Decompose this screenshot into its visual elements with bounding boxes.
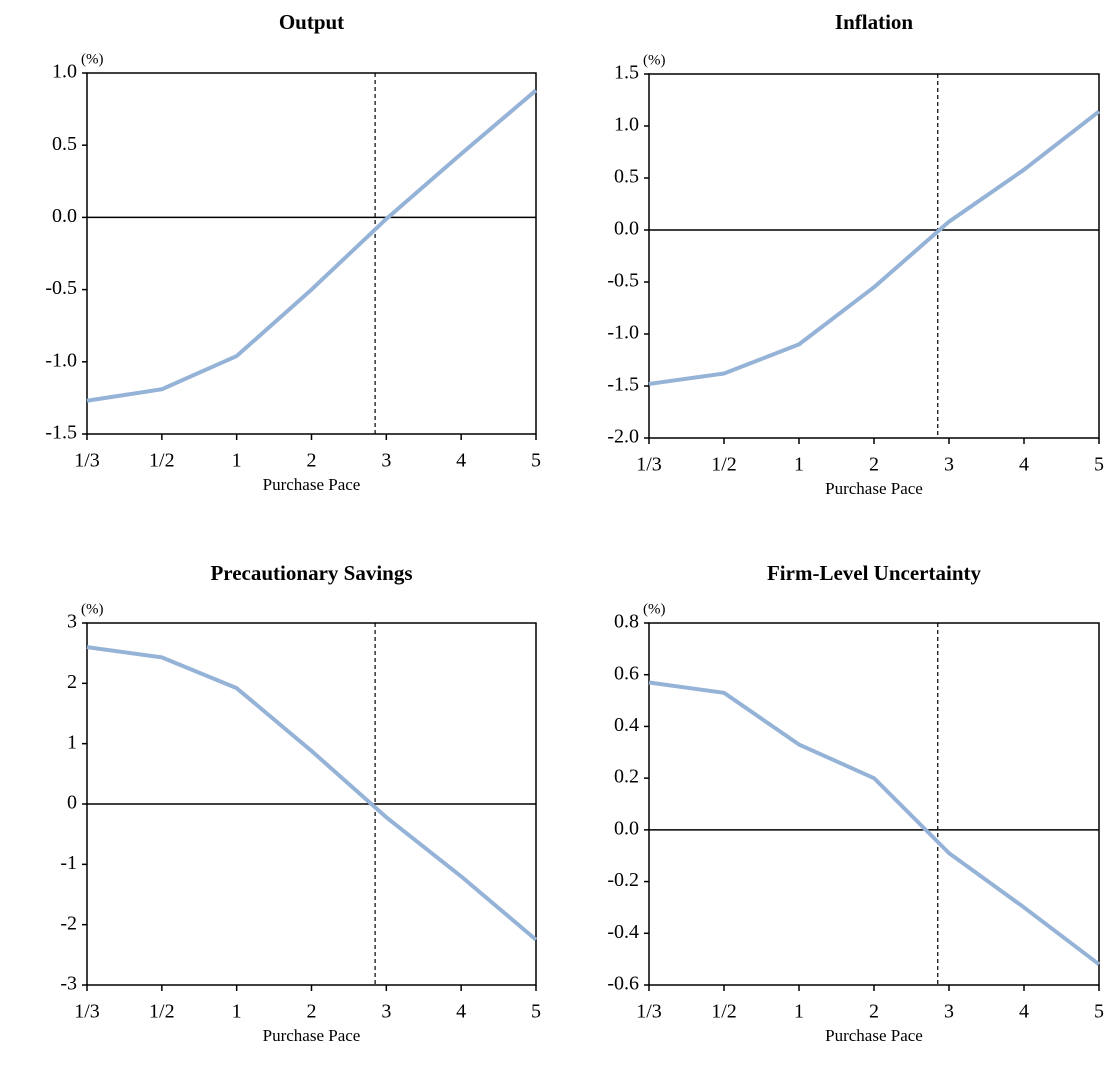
y-tick-label: -1: [60, 852, 77, 874]
y-tick-label: -2.0: [607, 426, 639, 448]
x-tick-label: 4: [1019, 454, 1029, 476]
y-tick-label: -0.4: [607, 921, 639, 943]
x-tick-label: 1: [794, 454, 804, 476]
x-axis-label: Purchase Pace: [825, 1026, 923, 1045]
x-tick-label: 1/3: [636, 1001, 662, 1023]
plot-frame: [86, 72, 537, 435]
y-tick-label: -1.5: [607, 374, 639, 396]
data-line: [86, 88, 538, 403]
y-tick-label: 0: [67, 792, 77, 814]
chart-title: Inflation: [835, 10, 914, 34]
y-tick-label: -1.0: [45, 349, 77, 371]
x-tick-label: 2: [869, 1001, 879, 1023]
x-tick-label: 1/2: [149, 450, 175, 472]
y-tick-label: 0.6: [614, 662, 639, 684]
y-tick-label: 0.5: [52, 133, 77, 155]
y-axis-label: (%): [81, 51, 104, 67]
chart-title: Output: [279, 10, 344, 34]
y-tick-label: 1.0: [52, 61, 77, 83]
y-tick-label: -0.6: [607, 973, 639, 995]
x-tick-label: 5: [531, 1001, 541, 1023]
y-tick-label: 0.4: [614, 714, 639, 736]
y-tick-label: -3: [60, 973, 77, 995]
chart-title: Firm-Level Uncertainty: [767, 561, 982, 585]
x-tick-label: 1: [794, 1001, 804, 1023]
y-tick-label: -0.5: [607, 270, 639, 292]
y-tick-label: 3: [67, 611, 77, 633]
y-tick-label: 1.0: [614, 114, 639, 136]
data-line: [86, 645, 538, 942]
y-tick-label: 0.0: [614, 218, 639, 240]
x-tick-label: 1/2: [711, 454, 737, 476]
x-axis-label: Purchase Pace: [825, 479, 923, 498]
y-tick-label: -2: [60, 912, 77, 934]
x-tick-label: 5: [531, 450, 541, 472]
x-tick-label: 3: [944, 454, 954, 476]
x-tick-label: 2: [307, 450, 317, 472]
x-tick-label: 5: [1094, 1001, 1104, 1023]
y-tick-label: -1.5: [45, 422, 77, 444]
y-tick-label: 0.8: [614, 611, 639, 633]
y-tick-label: 0.2: [614, 766, 639, 788]
x-tick-label: 3: [381, 450, 391, 472]
x-axis-label: Purchase Pace: [263, 475, 361, 494]
x-tick-label: 1: [232, 1001, 242, 1023]
data-line: [648, 680, 1101, 966]
x-tick-label: 1/3: [74, 1001, 100, 1023]
y-tick-label: 0.0: [52, 205, 77, 227]
x-tick-label: 2: [869, 454, 879, 476]
y-tick-label: 0.5: [614, 166, 639, 188]
x-tick-label: 4: [456, 450, 466, 472]
y-tick-label: -1.0: [607, 322, 639, 344]
x-tick-label: 2: [307, 1001, 317, 1023]
x-tick-label: 1/3: [74, 450, 100, 472]
y-tick-label: 2: [67, 671, 77, 693]
y-axis-label: (%): [643, 601, 666, 617]
x-tick-label: 1/2: [711, 1001, 737, 1023]
y-tick-label: 1: [67, 731, 77, 753]
x-tick-label: 1: [232, 450, 242, 472]
x-axis-label: Purchase Pace: [263, 1026, 361, 1045]
x-tick-label: 1/2: [149, 1001, 175, 1023]
plot-frame: [648, 73, 1100, 439]
data-line: [648, 109, 1101, 386]
y-tick-label: 0.0: [614, 817, 639, 839]
y-axis-label: (%): [81, 601, 104, 617]
x-tick-label: 3: [944, 1001, 954, 1023]
chart-title: Precautionary Savings: [210, 561, 412, 585]
x-tick-label: 1/3: [636, 454, 662, 476]
y-tick-label: -0.2: [607, 869, 639, 891]
plot-frame: [648, 622, 1100, 986]
y-tick-label: -0.5: [45, 277, 77, 299]
x-tick-label: 4: [456, 1001, 466, 1023]
y-axis-label: (%): [643, 52, 666, 68]
x-tick-label: 3: [381, 1001, 391, 1023]
x-tick-label: 4: [1019, 1001, 1029, 1023]
x-tick-label: 5: [1094, 454, 1104, 476]
y-tick-label: 1.5: [614, 62, 639, 84]
